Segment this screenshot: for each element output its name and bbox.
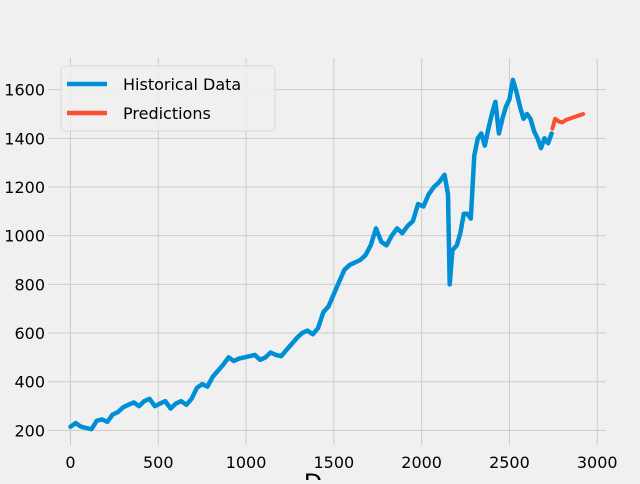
y-tick-label: 200 — [14, 421, 45, 440]
y-tick-label: 600 — [14, 324, 45, 343]
x-tick-label: 1000 — [226, 453, 267, 472]
y-tick-label: 1000 — [4, 227, 45, 246]
x-tick-label: 3000 — [577, 453, 618, 472]
x-axis-label: D — [304, 469, 322, 480]
x-tick-label: 2500 — [489, 453, 530, 472]
legend-label-historical: Historical Data — [123, 75, 241, 94]
legend-box — [60, 65, 276, 132]
series-line-predictions — [550, 112, 586, 131]
y-tick-label: 400 — [14, 373, 45, 392]
y-tick-label: 1400 — [4, 129, 45, 148]
y-tick-label: 1600 — [4, 81, 45, 100]
legend-label-predictions: Predictions — [123, 104, 211, 123]
y-tick-label: 800 — [14, 275, 45, 294]
tick-labels: 0 500 1000 1500 2000 2500 3000 200 400 600 800 1000… — [4, 81, 617, 472]
series-lines — [68, 77, 586, 432]
grid — [48, 58, 606, 445]
x-tick-label: 1500 — [313, 453, 354, 472]
legend: Historical Data Predictions — [60, 65, 276, 132]
x-tick-label: 500 — [143, 453, 174, 472]
y-tick-label: 1200 — [4, 178, 45, 197]
x-tick-label: 2000 — [401, 453, 442, 472]
x-tick-label: 0 — [65, 453, 75, 472]
series-line-historical-data — [68, 77, 554, 432]
